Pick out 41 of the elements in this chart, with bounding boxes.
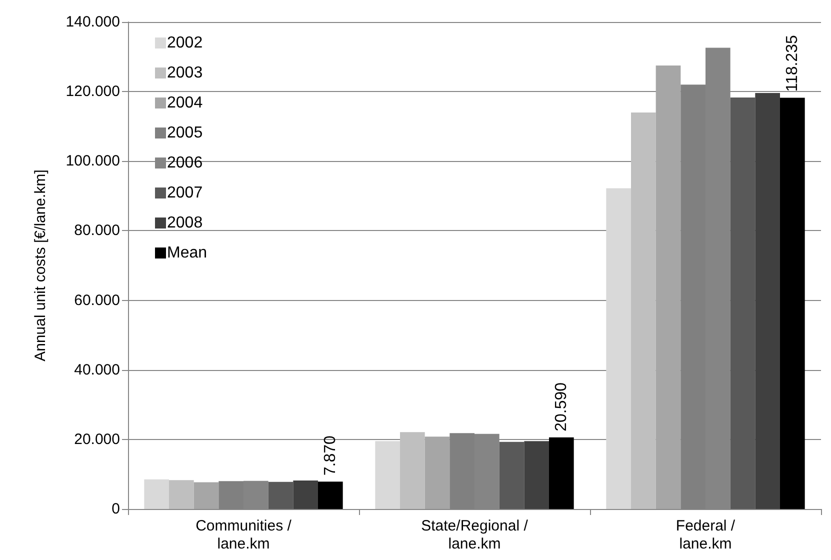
bar xyxy=(318,482,343,509)
y-tick-label: 0 xyxy=(112,500,120,518)
bar xyxy=(169,480,194,509)
bar xyxy=(499,442,524,509)
bar xyxy=(268,482,294,509)
bar xyxy=(780,98,805,509)
legend-label: 2006 xyxy=(167,154,203,172)
y-tick-label: 80.000 xyxy=(74,222,120,240)
x-tick-label: Federal /lane.km xyxy=(676,518,736,552)
y-tick-label: 40.000 xyxy=(74,361,120,378)
bar xyxy=(424,436,450,509)
bar xyxy=(656,65,681,509)
y-axis-title: Annual unit costs [€/lane.km] xyxy=(32,170,49,362)
y-tick-label: 60.000 xyxy=(74,292,120,309)
bar xyxy=(730,97,756,509)
bar xyxy=(375,441,400,509)
data-label: 7.870 xyxy=(322,435,339,476)
bar xyxy=(755,92,780,509)
legend-label: 2008 xyxy=(167,214,203,232)
legend-label: 2003 xyxy=(167,64,203,82)
y-tick-label: 20.000 xyxy=(74,430,120,448)
bar xyxy=(548,437,574,509)
y-tick-label: 120.000 xyxy=(66,83,120,100)
legend-label: 2002 xyxy=(167,34,203,52)
bar xyxy=(400,432,425,509)
legend-label: 2007 xyxy=(167,184,203,202)
y-tick-label: 140.000 xyxy=(66,14,120,30)
data-label: 118.235 xyxy=(784,34,801,92)
bar xyxy=(606,188,631,509)
data-label: 20.590 xyxy=(552,382,570,432)
legend-label: Mean xyxy=(167,244,208,262)
legend-label: 2004 xyxy=(167,94,203,112)
bar xyxy=(631,112,656,509)
bar xyxy=(144,479,170,509)
bar xyxy=(293,480,318,509)
y-tick-label: 100.000 xyxy=(66,152,120,170)
legend-label: 2005 xyxy=(167,124,203,142)
x-tick-label: State/Regional /lane.km xyxy=(421,518,529,552)
bar xyxy=(524,441,549,509)
x-tick-label: Communities /lane.km xyxy=(196,518,292,552)
bar xyxy=(194,482,219,509)
